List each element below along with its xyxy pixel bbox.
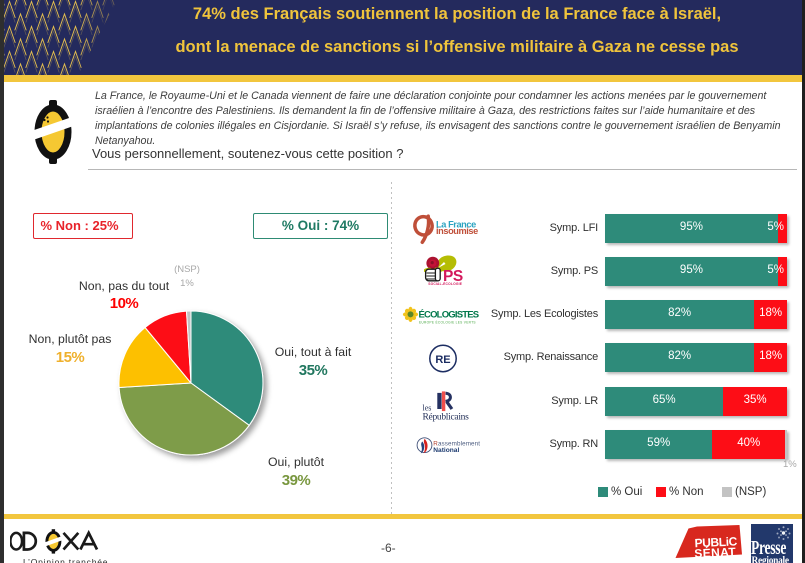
svg-text:ÉCOLOGISTES: ÉCOLOGISTES: [419, 310, 479, 321]
svg-text:La France: La France: [436, 219, 476, 229]
svg-text:Rassemblement: Rassemblement: [433, 441, 480, 448]
svg-text:Presse: Presse: [751, 537, 787, 559]
svg-text:Républicains: Républicains: [423, 412, 470, 422]
svg-text:EUROPE ÉCOLOGIE LES VERTS: EUROPE ÉCOLOGIE LES VERTS: [419, 319, 476, 324]
svg-text:insoumise: insoumise: [436, 226, 478, 236]
svg-text:SÉNAT: SÉNAT: [694, 544, 737, 561]
svg-text:SOCIAL-ÉCOLOGIE: SOCIAL-ÉCOLOGIE: [428, 281, 463, 286]
svg-text:RE: RE: [435, 354, 450, 366]
svg-text:National: National: [433, 447, 459, 454]
svg-text:Regionale: Regionale: [751, 555, 789, 563]
svg-text:les: les: [423, 404, 432, 413]
svg-text:PUBLiC: PUBLiC: [694, 534, 738, 550]
svg-text:PS: PS: [443, 268, 463, 285]
